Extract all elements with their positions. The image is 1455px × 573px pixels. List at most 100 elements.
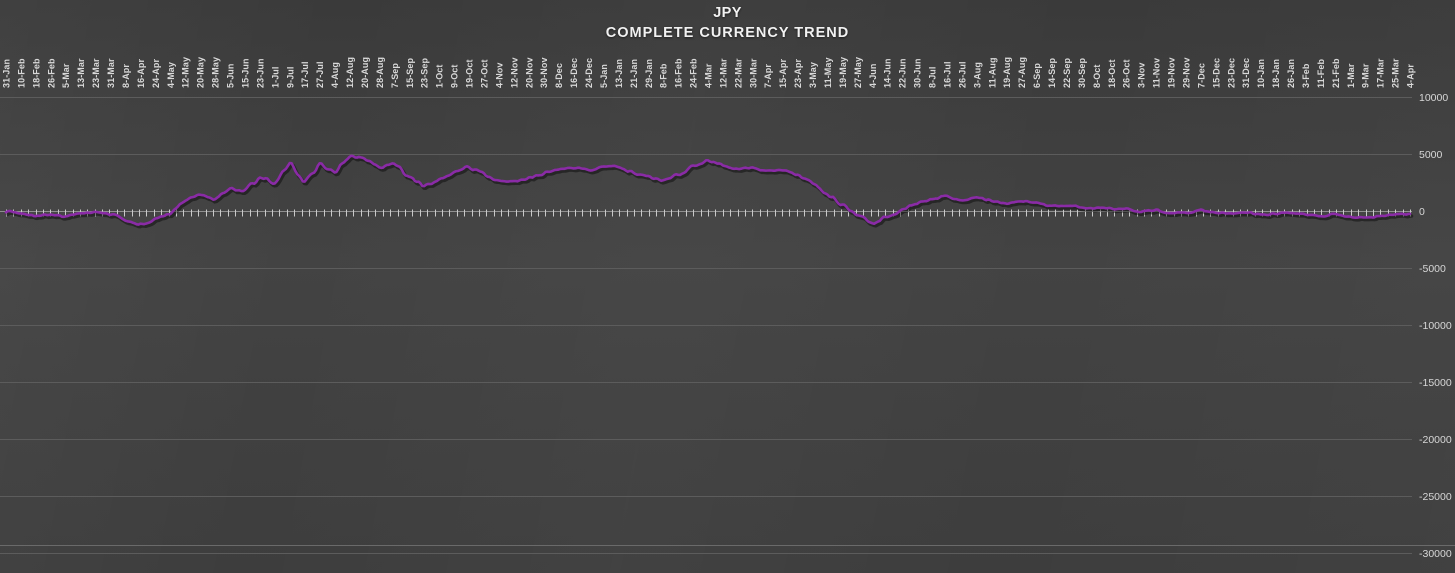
x-axis-tick-label: 6-Sep: [1032, 63, 1042, 88]
x-axis-tick-label: 27-Jul: [315, 61, 325, 88]
x-axis-tick-label: 28-May: [211, 57, 221, 88]
x-axis-tick-label: 26-Feb: [46, 58, 56, 88]
x-axis-tick-label: 9-Mar: [1361, 63, 1371, 88]
x-axis-tick-label: 27-Aug: [1017, 57, 1027, 88]
x-axis-tick-label: 15-Apr: [778, 58, 788, 88]
x-axis-tick-label: 4-Apr: [1406, 64, 1416, 88]
x-axis-tick-label: 20-Aug: [360, 57, 370, 88]
x-axis-tick-label: 9-Jul: [285, 66, 295, 88]
x-axis-tick-label: 28-Aug: [375, 57, 385, 88]
y-axis-tick-label: -5000: [1419, 263, 1446, 275]
x-axis-tick-label: 18-Jan: [1271, 59, 1281, 88]
x-axis-tick-label: 23-Sep: [420, 57, 430, 88]
x-axis-tick-labels: 31-Jan 10-Feb 18-Feb 26-Feb 5-Mar 13-Mar 23-Ma…: [2, 57, 1416, 88]
x-axis-tick-label: 16-Jul: [942, 61, 952, 88]
x-axis-tick-label: 8-Jul: [928, 66, 938, 88]
y-axis-tick-label: 10000: [1419, 92, 1448, 104]
x-axis-tick-label: 29-Jan: [644, 59, 654, 88]
x-axis-tick-label: 31-Mar: [106, 58, 116, 88]
x-axis-tick-label: 26-Oct: [1122, 59, 1132, 88]
x-axis-tick-label: 18-Feb: [31, 58, 41, 88]
x-axis-tick-label: 18-Oct: [1107, 59, 1117, 88]
x-axis-tick-label: 3-Aug: [972, 62, 982, 88]
x-axis-tick-label: 30-Nov: [539, 57, 549, 88]
series-line-shadow: [5, 156, 1414, 229]
x-axis-tick-label: 31-Dec: [1241, 58, 1251, 88]
x-axis-tick-label: 3-Feb: [1301, 63, 1311, 88]
x-axis-tick-label: 5-Mar: [61, 63, 71, 88]
y-axis-tick-label: -30000: [1419, 548, 1452, 560]
x-axis-tick-label: 12-Aug: [345, 57, 355, 88]
x-axis-tick-label: 17-Jul: [300, 61, 310, 88]
series-line-jpy[interactable]: [4, 154, 1412, 226]
x-axis-tick-label: 15-Sep: [405, 57, 415, 88]
x-axis-tick-label: 15-Dec: [1211, 58, 1221, 88]
x-axis-tick-label: 14-Jun: [883, 58, 893, 88]
x-axis-tick-label: 29-Nov: [1181, 57, 1191, 88]
x-axis-tick-label: 8-Feb: [659, 63, 669, 88]
x-axis-tick-label: 11-Feb: [1316, 58, 1326, 88]
x-axis-tick-label: 4-Aug: [330, 62, 340, 88]
x-axis-tick-label: 27-Oct: [479, 59, 489, 88]
y-axis-tick-label: -10000: [1419, 320, 1452, 332]
x-axis-tick-label: 4-Mar: [704, 63, 714, 88]
x-axis-tick-label: 31-Jan: [2, 59, 12, 88]
x-axis-tick-label: 20-Nov: [524, 57, 534, 88]
x-axis-tick-label: 15-Jun: [240, 58, 250, 88]
x-axis-tick-label: 24-Apr: [151, 58, 161, 88]
x-axis-tick-label: 1-Jul: [270, 66, 280, 88]
x-axis-tick-label: 8-Dec: [554, 63, 564, 88]
y-axis-tick-label: 0: [1419, 206, 1425, 218]
x-axis-tick-label: 22-Jun: [898, 58, 908, 88]
x-axis-tick-label: 13-Jan: [614, 59, 624, 88]
x-axis-tick-label: 24-Dec: [584, 58, 594, 88]
y-axis-tick-label: -15000: [1419, 377, 1452, 389]
x-axis-tick-label: 23-Mar: [91, 58, 101, 88]
x-axis-tick-label: 30-Sep: [1077, 57, 1087, 88]
x-axis-tick-label: 19-Nov: [1167, 57, 1177, 88]
series-group: [4, 154, 1414, 229]
x-axis-tick-label: 10-Jan: [1256, 59, 1266, 88]
x-axis-tick-label: 8-Oct: [1092, 64, 1102, 88]
x-axis-tick-label: 13-Mar: [76, 58, 86, 88]
x-axis-tick-label: 5-Jun: [226, 63, 236, 88]
x-axis-tick-label: 16-Feb: [674, 58, 684, 88]
x-axis-tick-label: 24-Feb: [689, 58, 699, 88]
x-axis-tick-label: 20-May: [196, 57, 206, 88]
x-axis-tick-label: 3-Nov: [1137, 62, 1147, 88]
x-axis-tick-label: 17-Mar: [1376, 58, 1386, 88]
x-axis-tick-label: 21-Feb: [1331, 58, 1341, 88]
x-axis-tick-label: 8-Apr: [121, 64, 131, 88]
x-axis-tick-label: 11-Aug: [987, 57, 997, 88]
x-axis-tick-label: 16-Apr: [136, 58, 146, 88]
x-axis-tick-label: 16-Dec: [569, 58, 579, 88]
x-axis-tick-label: 4-May: [166, 62, 176, 88]
x-axis-tick-label: 19-Oct: [465, 59, 475, 88]
x-axis-tick-label: 5-Jan: [599, 64, 609, 88]
x-axis-tick-label: 22-Mar: [733, 58, 743, 88]
x-axis-tick-label: 19-Aug: [1002, 57, 1012, 88]
y-axis-tick-label: 5000: [1419, 149, 1443, 161]
x-axis-tick-label: 23-Dec: [1226, 58, 1236, 88]
x-axis-tick-label: 26-Jan: [1286, 59, 1296, 88]
x-axis-tick-label: 14-Sep: [1047, 57, 1057, 88]
x-axis-tick-label: 27-May: [853, 57, 863, 88]
x-axis-tick-label: 30-Mar: [748, 58, 758, 88]
y-axis-tick-label: -20000: [1419, 434, 1452, 446]
x-axis-tick-label: 21-Jan: [629, 59, 639, 88]
y-axis-tick-label: -25000: [1419, 491, 1452, 503]
x-axis-tick-label: 30-Jun: [913, 58, 923, 88]
x-axis-tick-label: 26-Jul: [957, 61, 967, 88]
x-axis-tick-label: 23-Apr: [793, 58, 803, 88]
x-axis-tick-label: 4-Jun: [868, 63, 878, 88]
x-axis-tick-label: 12-Mar: [718, 58, 728, 88]
x-axis-tick-label: 7-Sep: [390, 63, 400, 88]
x-axis-tick-label: 7-Dec: [1196, 63, 1206, 88]
x-axis-tick-label: 3-May: [808, 62, 818, 88]
y-axis-tick-labels: 10000 5000 0 -5000 -10000 -15000 -20000 -25000 -…: [1419, 92, 1452, 560]
x-axis-tick-label: 1-Mar: [1346, 63, 1356, 88]
x-axis-tick-label: 25-Mar: [1391, 58, 1401, 88]
